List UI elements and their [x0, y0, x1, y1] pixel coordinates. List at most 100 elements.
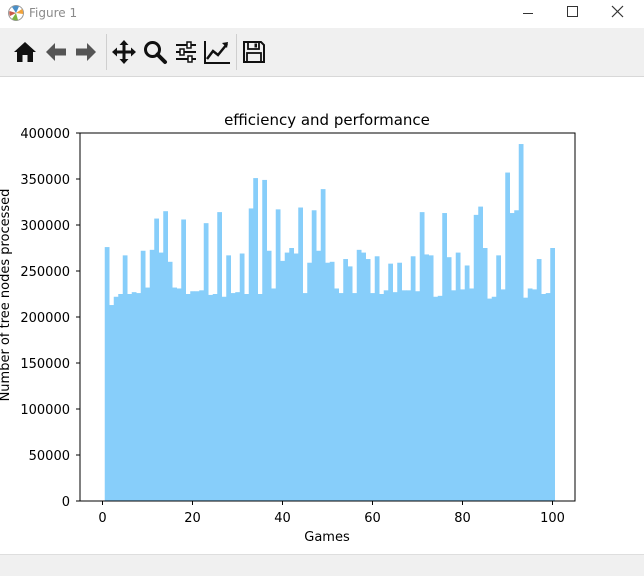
bar [289, 248, 294, 501]
maximize-icon [567, 6, 578, 17]
bar [262, 179, 267, 502]
bar [190, 291, 195, 501]
bar [235, 292, 240, 501]
edit-axis-button[interactable] [201, 36, 233, 68]
bar [329, 261, 335, 501]
bar [410, 256, 416, 501]
minimize-icon [523, 13, 533, 14]
bar [113, 296, 119, 501]
y-tick-label: 100000 [20, 403, 70, 418]
close-icon [611, 5, 624, 18]
bar [473, 214, 479, 501]
bar [158, 252, 164, 501]
bar [172, 287, 177, 501]
y-tick-label: 300000 [20, 219, 70, 234]
forward-button[interactable] [70, 36, 102, 68]
bar [212, 294, 218, 501]
bar [428, 255, 434, 501]
bar [253, 178, 258, 501]
x-tick-label: 60 [364, 511, 381, 526]
window-title: Figure 1 [29, 6, 78, 20]
bar [325, 262, 330, 501]
minimize-button[interactable] [504, 0, 550, 28]
bar [181, 219, 186, 502]
bar [370, 293, 375, 501]
bar [217, 212, 222, 501]
bar [131, 292, 137, 501]
bar [482, 248, 488, 501]
bar [199, 290, 204, 501]
y-axis-ticks: 0 50000 100000 150000 200000 250000 300000 3500… [20, 127, 80, 510]
y-tick-label: 50000 [29, 449, 70, 464]
home-icon [14, 42, 36, 62]
sliders-icon [176, 41, 196, 63]
bar [406, 290, 411, 501]
bar [230, 293, 236, 501]
arrow-right-icon [76, 43, 96, 61]
bar [293, 253, 299, 501]
bars-group [104, 144, 555, 502]
bar [419, 212, 425, 501]
bar [500, 289, 506, 501]
bar [334, 288, 339, 501]
close-button[interactable] [594, 0, 640, 28]
configure-subplots-button[interactable] [170, 36, 202, 68]
bar [509, 213, 515, 502]
bar [136, 293, 141, 501]
bar [550, 248, 555, 501]
bar [518, 144, 524, 501]
bar [185, 294, 191, 501]
x-tick-label: 40 [274, 511, 291, 526]
bar [415, 291, 420, 501]
bar [379, 294, 384, 501]
bar [176, 288, 182, 501]
bar [388, 263, 393, 501]
plot-frame [79, 132, 576, 502]
bar [194, 291, 200, 501]
bar [545, 293, 551, 501]
bar [527, 288, 533, 501]
bar [248, 208, 254, 501]
bar [122, 255, 128, 501]
bar [541, 294, 546, 501]
bar [451, 290, 456, 501]
bar [298, 207, 303, 501]
figure-canvas[interactable]: efficiency and performance Number of tre… [0, 77, 644, 554]
bar [275, 209, 281, 502]
bar [338, 293, 344, 501]
bar [401, 290, 407, 501]
status-bar [0, 554, 644, 576]
pan-button[interactable] [108, 36, 140, 68]
bar [374, 256, 380, 501]
move-icon [112, 40, 136, 64]
bar [460, 289, 465, 501]
maximize-button[interactable] [549, 0, 595, 28]
bar [532, 289, 537, 501]
arrow-left-icon [46, 43, 66, 61]
bar [307, 262, 312, 501]
bar [244, 294, 249, 501]
bar [118, 294, 123, 501]
bar [469, 288, 474, 501]
line-chart-icon [204, 41, 230, 64]
bar [464, 265, 470, 501]
chart-title: efficiency and performance [224, 111, 430, 129]
bar [392, 292, 398, 501]
x-tick-label: 100 [540, 511, 565, 526]
toolbar-separator [236, 34, 237, 70]
back-button[interactable] [40, 36, 72, 68]
y-tick-label: 250000 [20, 265, 70, 280]
home-button[interactable] [9, 36, 41, 68]
bar [145, 287, 150, 501]
bar [104, 247, 110, 501]
navigation-toolbar [0, 28, 644, 77]
bar [478, 206, 483, 501]
save-button[interactable] [238, 36, 270, 68]
title-bar: Figure 1 [0, 0, 644, 28]
bar-chart: efficiency and performance Number of tre… [0, 111, 576, 545]
x-tick-label: 0 [98, 511, 106, 526]
zoom-button[interactable] [139, 36, 171, 68]
bar [347, 266, 353, 501]
bar [487, 298, 492, 501]
